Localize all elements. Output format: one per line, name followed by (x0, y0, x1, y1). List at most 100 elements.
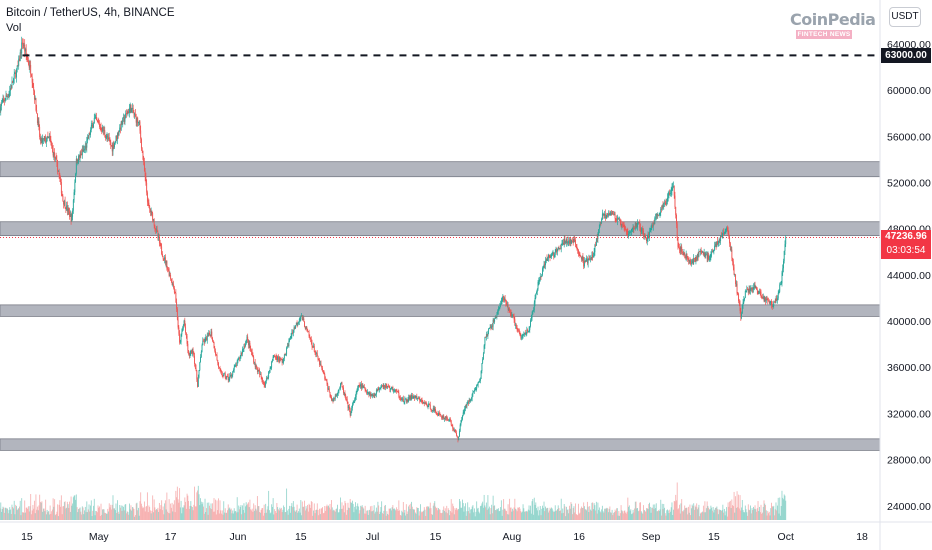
candle-body (779, 284, 781, 292)
volume-bar (459, 498, 460, 520)
volume-bar (583, 506, 585, 520)
volume-bar (360, 506, 362, 520)
candle-body (342, 386, 344, 388)
volume-bar (482, 501, 484, 520)
price-axis[interactable]: 24000.0028000.0032000.0036000.0040000.00… (887, 39, 931, 513)
candle-body (278, 359, 280, 361)
volume-bar (771, 506, 773, 520)
volume-bar (676, 500, 677, 520)
volume-bar (265, 503, 267, 520)
candle-body (408, 397, 410, 400)
volume-bar (432, 514, 433, 520)
candle-body (183, 320, 185, 325)
volume-bar (78, 509, 80, 520)
candle-body (30, 74, 32, 77)
volume-bar (707, 505, 709, 520)
candle-body (426, 403, 427, 405)
candle-body (657, 214, 659, 216)
candle-body (390, 389, 392, 390)
volume-bar (783, 494, 785, 520)
candle-body (649, 230, 651, 232)
volume-bar (346, 510, 348, 520)
candle-body (729, 237, 731, 244)
candle-body (198, 369, 200, 378)
candle-body (509, 308, 511, 313)
symbol-title[interactable]: Bitcoin / TetherUS, 4h, BINANCE (6, 7, 175, 19)
candle-body (708, 254, 710, 260)
volume-bar (538, 515, 540, 520)
volume-bar (75, 494, 77, 520)
candle-body (637, 222, 639, 224)
volume-bar (11, 504, 13, 520)
candle-body (545, 260, 546, 266)
candle-body (121, 121, 123, 125)
candle-body (239, 356, 241, 359)
candle-body (464, 405, 466, 409)
volume-bar (374, 513, 376, 520)
candle-body (654, 218, 656, 225)
candle-body (405, 398, 407, 400)
candle-body (530, 320, 531, 327)
candle-body (491, 326, 493, 329)
volume-bar (32, 504, 34, 520)
volume-bar (320, 508, 322, 520)
volume-bar (66, 501, 68, 520)
candle-body (281, 359, 283, 363)
candle-body (554, 254, 555, 257)
candle-body (465, 405, 467, 407)
candle-body (143, 159, 145, 163)
candle-body (73, 192, 75, 201)
candle-body (571, 240, 573, 242)
candle-body (694, 258, 696, 262)
volume-bar (711, 507, 713, 520)
volume-bar (171, 502, 173, 520)
volume-bar (399, 514, 401, 520)
candle-body (588, 258, 590, 260)
volume-bar (533, 514, 534, 520)
candle-body (354, 396, 356, 400)
candle-body (340, 383, 341, 389)
volume-bar (713, 512, 715, 520)
candle-body (192, 348, 194, 353)
chart-legend: Bitcoin / TetherUS, 4h, BINANCE Vol (6, 6, 175, 36)
candle-body (423, 402, 425, 404)
volume-bar (561, 513, 563, 520)
candle-body (131, 107, 133, 109)
currency-button[interactable]: USDT (889, 7, 921, 27)
volume-bar (178, 502, 180, 520)
candle-body (134, 114, 136, 116)
candle-body (784, 244, 786, 252)
volume-bar (781, 490, 783, 520)
volume-bar (768, 513, 769, 520)
volume-bar (364, 505, 366, 520)
volume-bar (350, 502, 352, 520)
volume-bar (402, 501, 404, 520)
candle-body (340, 382, 342, 384)
candle-body (376, 389, 378, 391)
volume-bar (179, 488, 181, 520)
time-axis[interactable]: 15 May 17 Jun 15 Jul 15 Aug 16 Sep 15 Oct 18 (21, 531, 868, 543)
candle-body (652, 224, 653, 227)
volume-bar (668, 513, 670, 520)
volume-bar (283, 505, 285, 520)
candle-body (146, 192, 148, 202)
volume-bar (191, 506, 193, 520)
volume-bar (385, 515, 387, 520)
candle-body (212, 337, 213, 341)
volume-bar (504, 508, 506, 520)
candle-body (748, 288, 750, 293)
candle-body (589, 258, 591, 260)
candle-body (352, 402, 354, 405)
candle-body (84, 146, 86, 149)
volume-legend[interactable]: Vol (6, 22, 22, 34)
candle-body (609, 213, 611, 216)
volume-bar (557, 509, 558, 520)
candle-body (481, 363, 483, 371)
horizontal-lines (0, 54, 880, 238)
volume-bar (591, 502, 593, 520)
volume-bar (745, 509, 747, 520)
volume-bar (180, 500, 182, 520)
candle-body (640, 230, 642, 232)
candle-body (659, 212, 661, 215)
